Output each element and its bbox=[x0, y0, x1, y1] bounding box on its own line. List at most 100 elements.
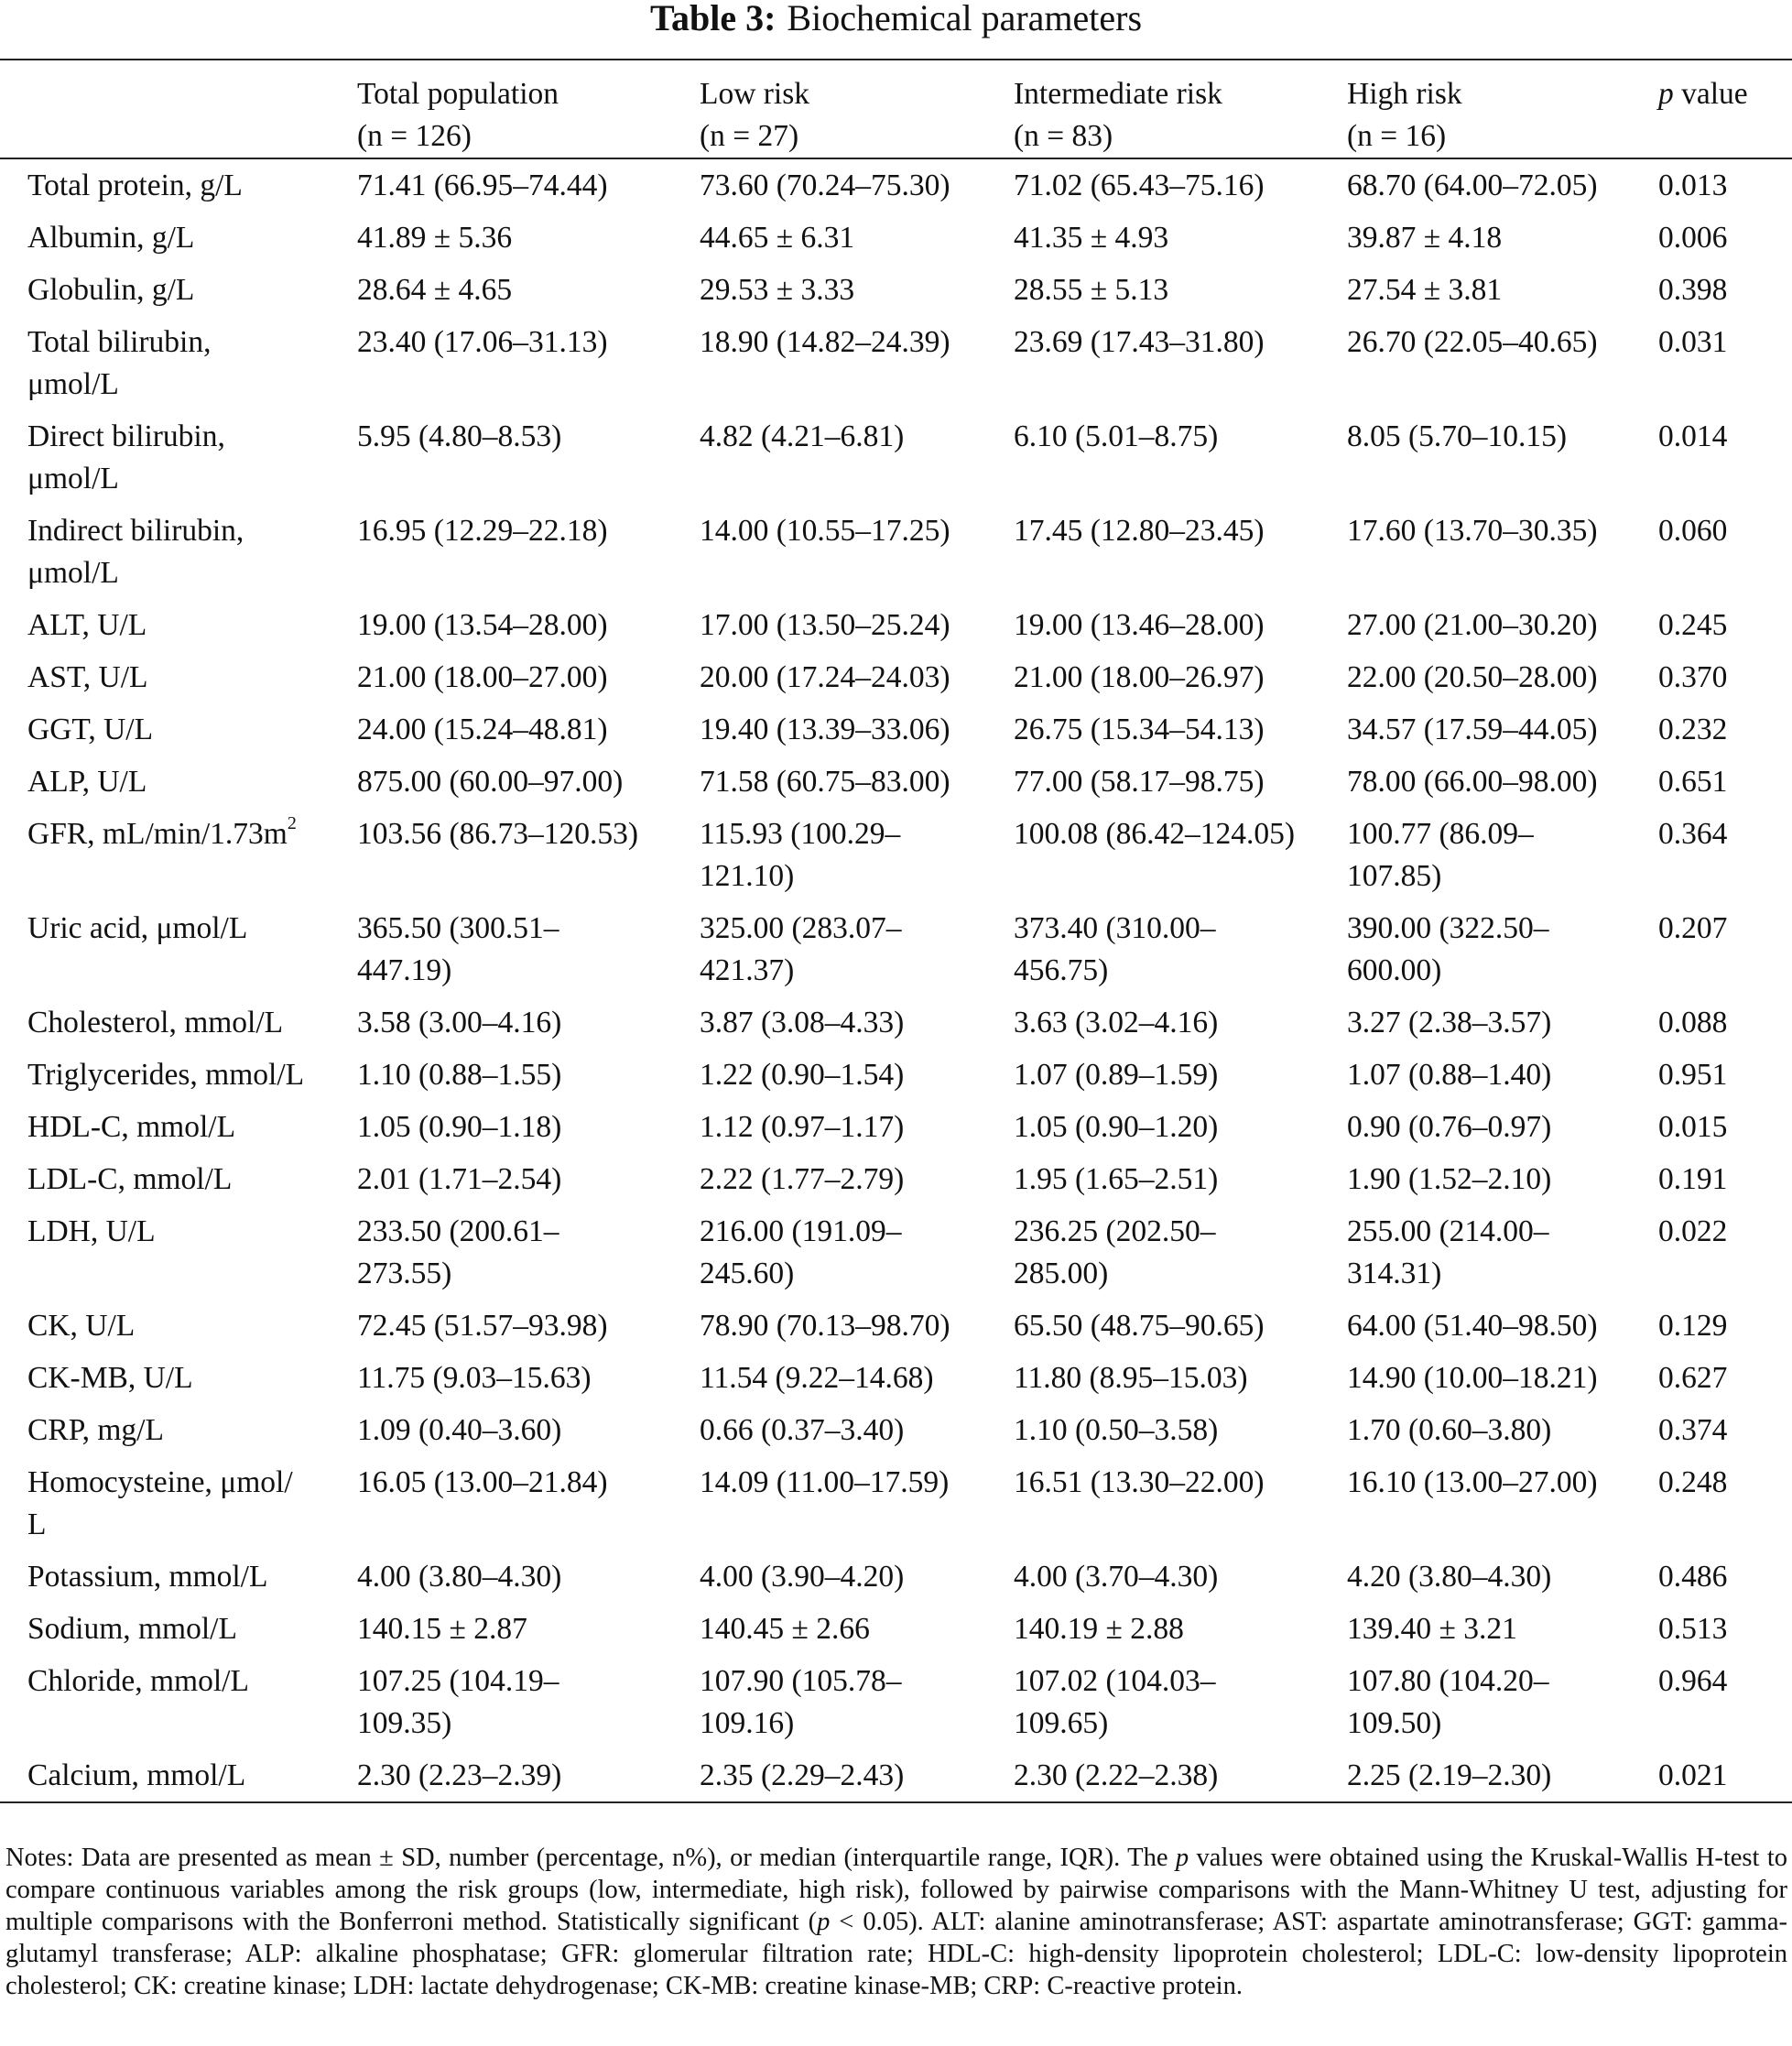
table-row: CRP, mg/L 1.09 (0.40–3.60) 0.66 (0.37–3.40… bbox=[0, 1404, 1792, 1456]
cell-p-value-text: 0.513 bbox=[1658, 1612, 1728, 1646]
cell-p-value: 0.374 bbox=[1658, 1404, 1792, 1456]
cell-intermediate-risk: 1.05 (0.90–1.20) bbox=[1014, 1101, 1347, 1153]
cell-intermediate-risk-text: 6.10 (5.01–8.75) bbox=[1014, 419, 1219, 453]
cell-total-population-text-cont: 109.35) bbox=[357, 1706, 452, 1740]
cell-intermediate-risk-text: 65.50 (48.75–90.65) bbox=[1014, 1309, 1265, 1343]
cell-p-value: 0.013 bbox=[1658, 158, 1792, 212]
table-row: Direct bilirubin, μmol/L 5.95 (4.80–8.53) 4… bbox=[0, 410, 1792, 505]
header-total-population: Total population (n = 126) bbox=[357, 60, 700, 158]
header-low-n: (n = 27) bbox=[700, 119, 799, 153]
cell-p-value-text: 0.060 bbox=[1658, 514, 1728, 548]
cell-p-value-text: 0.022 bbox=[1658, 1214, 1728, 1248]
cell-high-risk-text-cont: 109.50) bbox=[1347, 1706, 1442, 1740]
cell-total-population-text: 1.09 (0.40–3.60) bbox=[357, 1413, 562, 1447]
cell-p-value: 0.006 bbox=[1658, 212, 1792, 264]
cell-intermediate-risk-text: 17.45 (12.80–23.45) bbox=[1014, 514, 1265, 548]
cell-total-population-text: 23.40 (17.06–31.13) bbox=[357, 325, 608, 359]
table-row: Sodium, mmol/L 140.15 ± 2.87 140.45 ± 2.66… bbox=[0, 1603, 1792, 1655]
biochemical-table: Total population (n = 126) Low risk (n =… bbox=[0, 59, 1792, 1803]
notes-text-2: values were obtained using the Kruskal-W… bbox=[5, 1844, 1788, 1936]
cell-parameter-text: CRP, mg/L bbox=[27, 1413, 164, 1447]
cell-p-value-text: 0.014 bbox=[1658, 419, 1728, 453]
cell-total-population: 16.95 (12.29–22.18) bbox=[357, 505, 700, 599]
cell-low-risk: 11.54 (9.22–14.68) bbox=[700, 1352, 1014, 1404]
cell-p-value-text: 0.627 bbox=[1658, 1361, 1728, 1395]
cell-high-risk-text: 4.20 (3.80–4.30) bbox=[1347, 1560, 1552, 1594]
cell-parameter: Direct bilirubin, μmol/L bbox=[0, 410, 357, 505]
cell-intermediate-risk-text: 1.05 (0.90–1.20) bbox=[1014, 1110, 1219, 1144]
cell-intermediate-risk: 107.02 (104.03– 109.65) bbox=[1014, 1655, 1347, 1749]
cell-p-value: 0.060 bbox=[1658, 505, 1792, 599]
cell-total-population-text: 5.95 (4.80–8.53) bbox=[357, 419, 562, 453]
cell-low-risk-text: 14.00 (10.55–17.25) bbox=[700, 514, 950, 548]
table-caption: Table 3: Biochemical parameters bbox=[0, 0, 1792, 42]
cell-superscript: 2 bbox=[287, 812, 297, 833]
cell-parameter: CK-MB, U/L bbox=[0, 1352, 357, 1404]
cell-low-risk-text-cont: 421.37) bbox=[700, 953, 795, 987]
cell-low-risk: 1.12 (0.97–1.17) bbox=[700, 1101, 1014, 1153]
cell-p-value-text: 0.374 bbox=[1658, 1413, 1728, 1447]
cell-total-population-text-cont: 447.19) bbox=[357, 953, 452, 987]
cell-total-population-text: 107.25 (104.19– bbox=[357, 1664, 559, 1698]
cell-low-risk-text: 11.54 (9.22–14.68) bbox=[700, 1361, 934, 1395]
cell-p-value: 0.232 bbox=[1658, 703, 1792, 756]
cell-parameter-text: Total bilirubin, bbox=[27, 325, 212, 359]
cell-total-population: 1.05 (0.90–1.18) bbox=[357, 1101, 700, 1153]
cell-p-value-text: 0.364 bbox=[1658, 817, 1728, 851]
cell-parameter: Chloride, mmol/L bbox=[0, 1655, 357, 1749]
cell-p-value-text: 0.651 bbox=[1658, 765, 1728, 799]
cell-low-risk-text: 1.12 (0.97–1.17) bbox=[700, 1110, 905, 1144]
cell-parameter: ALT, U/L bbox=[0, 599, 357, 651]
table-row: Calcium, mmol/L 2.30 (2.23–2.39) 2.35 (2.2… bbox=[0, 1749, 1792, 1802]
cell-intermediate-risk-text: 236.25 (202.50– bbox=[1014, 1214, 1216, 1248]
cell-p-value: 0.248 bbox=[1658, 1456, 1792, 1551]
cell-intermediate-risk: 3.63 (3.02–4.16) bbox=[1014, 996, 1347, 1049]
notes-text-1: Notes: Data are presented as mean ± SD, … bbox=[5, 1844, 1176, 1872]
cell-parameter: GGT, U/L bbox=[0, 703, 357, 756]
cell-high-risk: 78.00 (66.00–98.00) bbox=[1347, 756, 1658, 808]
cell-high-risk: 14.90 (10.00–18.21) bbox=[1347, 1352, 1658, 1404]
header-total-name: Total population bbox=[357, 77, 559, 111]
cell-high-risk: 100.77 (86.09– 107.85) bbox=[1347, 808, 1658, 902]
cell-high-risk: 255.00 (214.00– 314.31) bbox=[1347, 1205, 1658, 1300]
cell-intermediate-risk: 4.00 (3.70–4.30) bbox=[1014, 1551, 1347, 1603]
cell-low-risk: 2.22 (1.77–2.79) bbox=[700, 1153, 1014, 1205]
cell-p-value: 0.088 bbox=[1658, 996, 1792, 1049]
cell-total-population: 19.00 (13.54–28.00) bbox=[357, 599, 700, 651]
cell-low-risk-text: 3.87 (3.08–4.33) bbox=[700, 1006, 905, 1039]
table-row: ALT, U/L 19.00 (13.54–28.00) 17.00 (13.50–… bbox=[0, 599, 1792, 651]
cell-parameter-text: Indirect bilirubin, bbox=[27, 514, 244, 548]
cell-parameter-text: Potassium, mmol/L bbox=[27, 1560, 268, 1594]
cell-total-population: 11.75 (9.03–15.63) bbox=[357, 1352, 700, 1404]
cell-p-value: 0.627 bbox=[1658, 1352, 1792, 1404]
cell-high-risk: 64.00 (51.40–98.50) bbox=[1347, 1300, 1658, 1352]
cell-p-value: 0.651 bbox=[1658, 756, 1792, 808]
table-row: Total protein, g/L 71.41 (66.95–74.44) 73.… bbox=[0, 158, 1792, 212]
cell-parameter-text-cont: μmol/L bbox=[27, 462, 119, 495]
cell-low-risk-text-cont: 245.60) bbox=[700, 1257, 795, 1290]
cell-p-value: 0.398 bbox=[1658, 264, 1792, 316]
cell-low-risk: 0.66 (0.37–3.40) bbox=[700, 1404, 1014, 1456]
notes-p-1: p bbox=[1175, 1844, 1189, 1872]
table-title: Biochemical parameters bbox=[787, 0, 1143, 38]
cell-intermediate-risk: 6.10 (5.01–8.75) bbox=[1014, 410, 1347, 505]
header-high-name: High risk bbox=[1347, 77, 1462, 111]
table-row: LDH, U/L 233.50 (200.61– 273.55) 216.00 (19… bbox=[0, 1205, 1792, 1300]
cell-parameter-text: AST, U/L bbox=[27, 660, 148, 694]
cell-intermediate-risk-text: 41.35 ± 4.93 bbox=[1014, 221, 1169, 255]
cell-low-risk-text: 18.90 (14.82–24.39) bbox=[700, 325, 950, 359]
cell-low-risk: 107.90 (105.78– 109.16) bbox=[700, 1655, 1014, 1749]
cell-intermediate-risk: 16.51 (13.30–22.00) bbox=[1014, 1456, 1347, 1551]
cell-parameter: ALP, U/L bbox=[0, 756, 357, 808]
cell-total-population-text: 2.01 (1.71–2.54) bbox=[357, 1162, 562, 1196]
cell-p-value-text: 0.207 bbox=[1658, 911, 1728, 945]
cell-high-risk-text-cont: 107.85) bbox=[1347, 859, 1442, 893]
cell-p-value: 0.021 bbox=[1658, 1749, 1792, 1802]
cell-low-risk: 17.00 (13.50–25.24) bbox=[700, 599, 1014, 651]
cell-intermediate-risk-text: 26.75 (15.34–54.13) bbox=[1014, 713, 1265, 746]
cell-high-risk-text-cont: 314.31) bbox=[1347, 1257, 1442, 1290]
cell-low-risk-text: 115.93 (100.29– bbox=[700, 817, 901, 851]
cell-low-risk-text: 1.22 (0.90–1.54) bbox=[700, 1058, 905, 1092]
cell-total-population: 72.45 (51.57–93.98) bbox=[357, 1300, 700, 1352]
cell-parameter-text: GFR, mL/min/1.73m bbox=[27, 817, 288, 851]
